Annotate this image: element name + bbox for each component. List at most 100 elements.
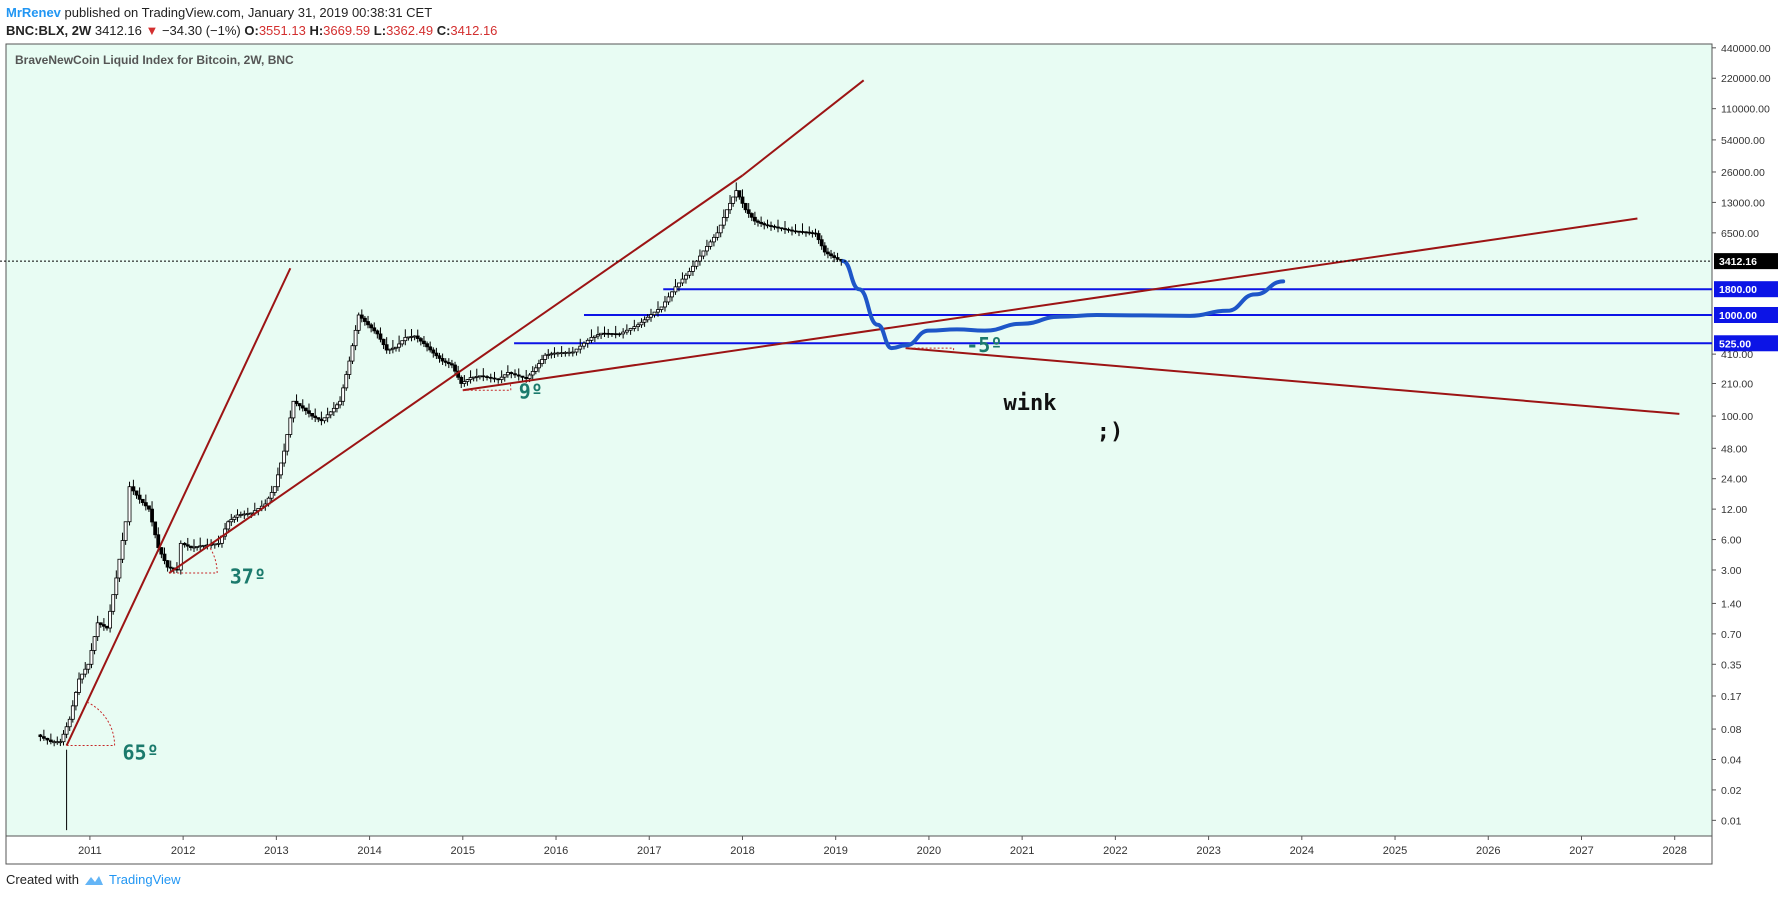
close-value: 3412.16 [450,23,498,38]
annotation-text: ;) [1097,419,1124,444]
candle-body [64,726,69,735]
candle-body [159,547,164,555]
candle-body [316,417,321,420]
author-link[interactable]: MrRenev [6,5,61,20]
candle-body [649,314,653,318]
candle-body [621,331,626,335]
candle-body [52,741,57,744]
candle-body [465,379,470,382]
candle-body [378,333,383,340]
candle-body [366,321,370,326]
tradingview-brand-link[interactable]: TradingView [108,872,181,887]
candle-body [832,255,837,258]
candle-body [752,216,757,222]
candle-body [143,502,148,507]
candle-body [282,450,287,464]
candle-body [92,636,97,651]
candle-body [477,375,482,378]
candle-body [810,232,815,235]
x-tick-label: 2014 [357,845,381,857]
trend-line [65,267,292,746]
candle-body [288,417,293,435]
candle-body [663,301,667,308]
candle-body [765,224,770,227]
candle-body [137,494,142,500]
x-tick-label: 2023 [1196,845,1220,857]
candle-body [353,329,358,347]
candle-body [740,196,745,204]
trend-line [462,217,1638,392]
candle-body [731,196,736,204]
plot-layer: 65º 37º 9º -5º wink;) [38,79,1712,831]
candle-body [639,321,644,326]
candle-body [468,377,473,380]
candle-body [195,546,200,548]
candle-body [165,560,170,568]
candle-body [505,372,510,376]
candle-body [58,741,63,744]
candle-body [822,245,827,253]
candle-body [540,359,544,365]
candle-body [61,733,66,743]
candle-body [372,327,377,332]
open-value: 3551.13 [258,23,306,38]
candle-body [783,228,787,230]
candle-body [543,354,548,360]
candle-body [428,346,433,351]
candle-body [459,376,464,384]
candle-body [533,367,538,372]
candle-body [117,558,122,579]
high-value: 3669.59 [323,23,371,38]
x-tick-label: 2015 [451,845,475,857]
candle-body [245,513,250,515]
candle-body [578,345,583,350]
high-label: H: [309,23,324,38]
support-price-tag-bg [1714,335,1778,352]
candle-body [694,260,699,267]
candle-body [198,545,203,548]
candle-body [826,251,830,255]
candle-body [606,332,611,335]
candle-body [636,324,640,328]
candle-body [182,542,187,546]
y-tick-label: 3.00 [1721,565,1742,577]
candle-body [431,349,436,354]
candle-body [86,663,91,670]
candle-body [779,227,784,230]
candle-body [471,376,476,379]
candle-body [397,343,401,348]
y-tick-label: 440000.00 [1721,43,1771,55]
angle-label: 37º [230,565,266,589]
candle-body [485,376,489,378]
annotation-text: wink [1003,391,1056,416]
y-tick-label: 410.00 [1721,349,1753,361]
candle-body [797,230,801,233]
candle-body [375,330,380,335]
current-price-tag: 3412.16 [1719,256,1757,268]
candle-body [359,314,364,319]
candle-body [530,371,535,376]
candle-body [369,324,374,329]
candle-body [734,190,739,198]
support-price-tag: 1000.00 [1719,310,1757,322]
candle-body [338,400,342,406]
candle-body [105,625,109,629]
candle-body [313,415,318,419]
candle-body [499,376,504,380]
candle-body [596,334,600,337]
candle-body [226,521,231,530]
candle-body [335,404,339,409]
candle-body [434,352,439,357]
ohlc-line: BNC:BLX, 2W 3412.16 ▼ −34.30 (−1%) O:355… [6,22,497,40]
candle-body [344,374,349,389]
candle-body [513,373,517,376]
candle-body [728,202,732,211]
y-tick-label: 0.08 [1721,724,1742,736]
candle-body [319,418,324,422]
candle-body [74,692,78,707]
candle-body [718,224,723,234]
projection-path [841,259,1286,351]
candle-body [272,486,277,493]
candle-body [555,352,560,355]
